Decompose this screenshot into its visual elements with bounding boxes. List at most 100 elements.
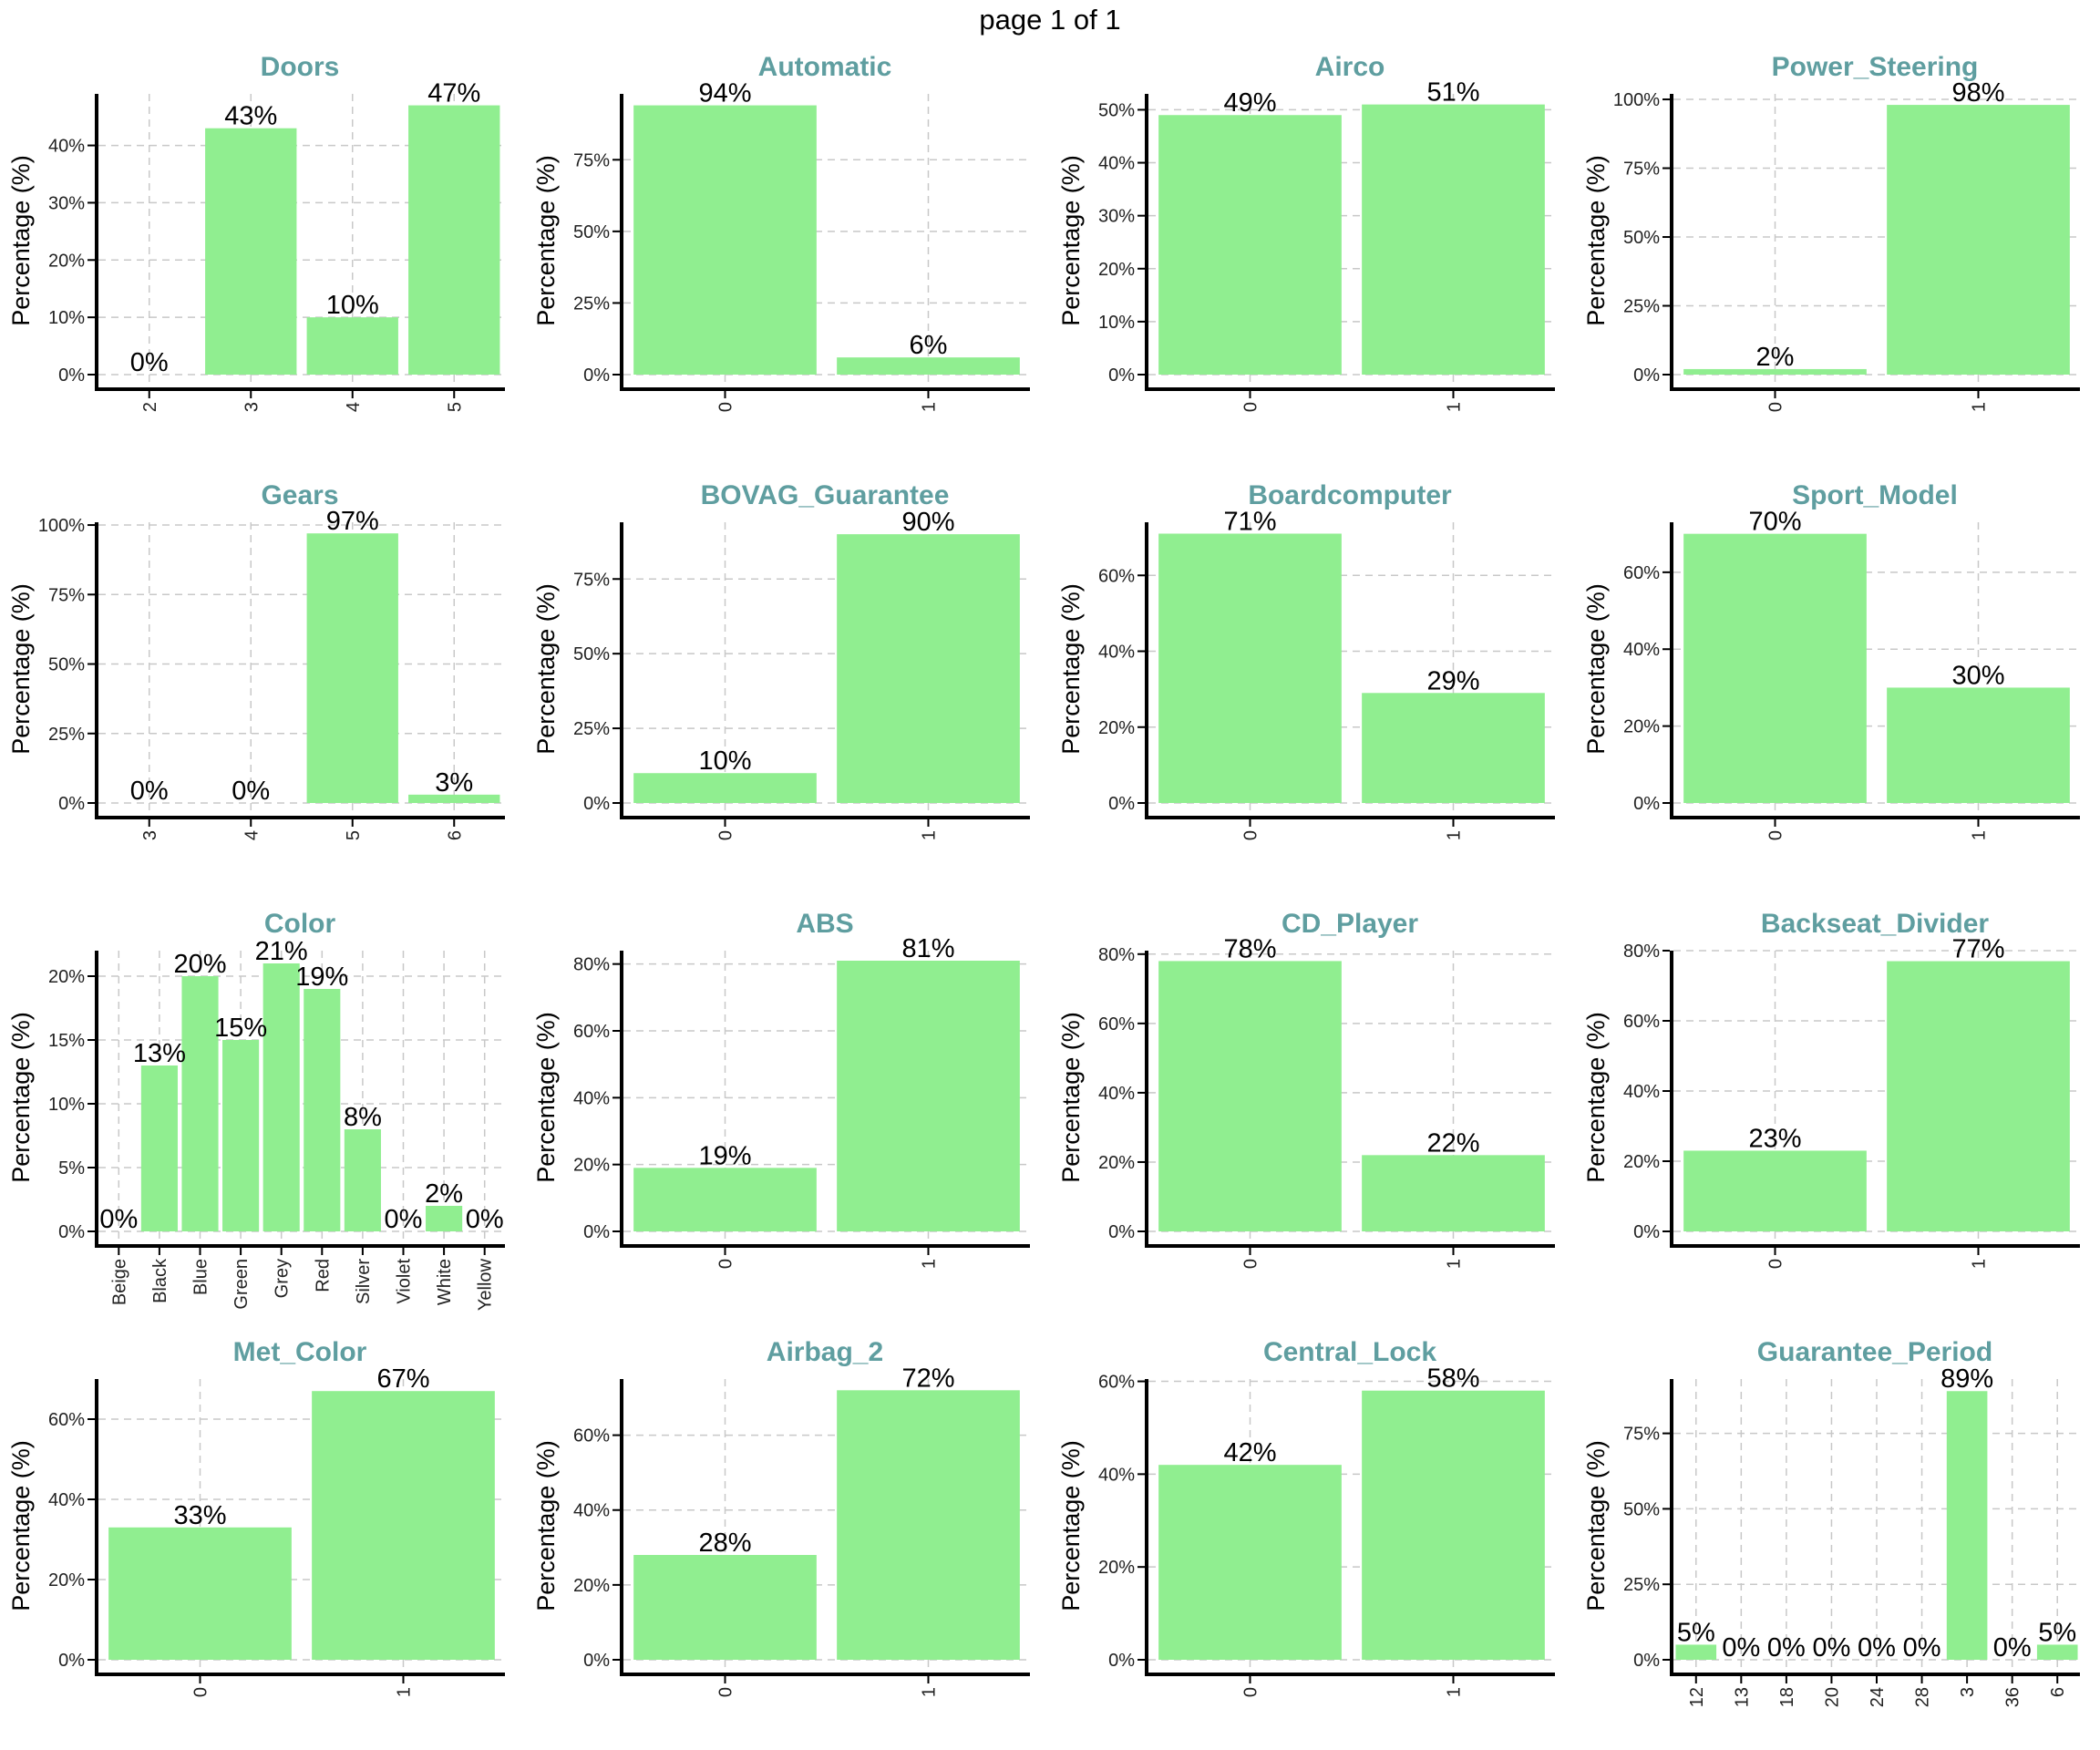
data-label: 0% [1722,1633,1760,1662]
data-label: 0% [1903,1633,1941,1662]
data-label: 3% [435,768,473,798]
x-tick-label: 3 [1958,1687,1978,1697]
y-tick-label: 40% [48,1490,85,1510]
y-axis-title: Percentage (%) [7,1440,35,1611]
y-tick-label: 0% [583,794,610,814]
bar-0 [1158,961,1342,1231]
y-tick-label: 20% [48,967,85,987]
x-tick-label: 0 [191,1687,211,1697]
data-label: 77% [1951,935,2004,964]
chart-title: ABS [796,909,853,939]
y-tick-label: 20% [1098,718,1135,738]
x-tick-label: 1 [920,1259,940,1269]
x-tick-label: 0 [1241,402,1261,412]
data-label: 98% [1951,78,2004,108]
bar-white [426,1206,463,1231]
y-tick-label: 20% [573,1156,610,1176]
y-tick-label: 40% [1098,154,1135,174]
chart-backseat-divider: Backseat_Divider 23% 77% 0% 20% 40% 60% 80% 0 1 Pe… [1582,909,2080,1269]
bar-6 [2036,1644,2078,1660]
y-tick-label: 40% [48,137,85,157]
bar-1 [1362,1390,1545,1660]
x-tick-label: 6 [2048,1687,2068,1697]
data-label: 58% [1426,1364,1479,1394]
data-label: 0% [1858,1633,1896,1662]
data-label: 0% [1767,1633,1806,1662]
y-tick-label: 40% [1623,1082,1660,1102]
bar-12 [1675,1644,1717,1660]
x-tick-label: 1 [920,1687,940,1697]
x-tick-label: 12 [1687,1687,1707,1707]
chart-bovag-guarantee: BOVAG_Guarantee 10% 90% 0% 25% 50% 75% 0 1 Percen… [532,480,1030,840]
bar-1 [837,1390,1020,1660]
y-tick-label: 0% [583,1651,610,1671]
chart-title: Gears [261,480,338,510]
data-label: 13% [133,1039,186,1068]
data-label: 0% [130,348,169,377]
y-tick-label: 20% [1098,260,1135,280]
y-tick-label: 40% [1098,1465,1135,1485]
x-tick-label: 36 [2003,1687,2023,1707]
y-tick-label: 50% [573,644,610,664]
y-tick-label: 75% [573,570,610,590]
y-tick-label: 20% [48,251,85,271]
x-tick-label: 18 [1777,1687,1797,1707]
x-tick-label: 1 [395,1687,415,1697]
x-tick-label: 0 [1766,402,1786,412]
chart-central-lock: Central_Lock 42% 58% 0% 20% 40% 60% 0 1 Percentag… [1057,1337,1555,1697]
x-tick-label: 1 [1445,1687,1465,1697]
y-tick-label: 0% [58,365,85,386]
y-axis-title: Percentage (%) [532,1012,560,1183]
y-tick-label: 0% [1633,1651,1660,1671]
data-label: 2% [425,1179,463,1209]
x-tick-label: 1 [1970,830,1990,840]
y-tick-label: 60% [48,1410,85,1430]
data-label: 21% [255,937,308,966]
x-tick-label: 24 [1868,1687,1888,1707]
chart-title: Automatic [758,52,892,82]
data-label: 28% [698,1529,751,1558]
chart-color: Color0%13%20%15%21%19%8%0%2%0%0%5%10%15%… [7,909,505,1311]
x-tick-label: Green [232,1259,252,1310]
data-label: 89% [1940,1364,1993,1394]
chart-doors: Doors 0% 43% 10% 47% 0% 10% 20% 30% 40% 2 3 4 5 Percen… [7,52,505,412]
bar-1 [1887,105,2070,375]
bar-1 [837,357,1020,375]
data-label: 81% [901,934,954,963]
x-tick-label: 0 [716,830,736,840]
y-axis-title: Percentage (%) [1582,1440,1610,1611]
y-tick-label: 20% [573,1576,610,1596]
x-tick-label: 0 [1766,1259,1786,1269]
x-tick-label: Red [313,1259,333,1292]
bar-1 [1362,693,1545,803]
chart-title: Color [264,909,336,939]
x-tick-label: Blue [191,1259,211,1295]
chart-gears: Gears 0% 0% 97% 3% 0% 25% 50% 75% 100% 3 4 5 6 Percent… [7,480,505,840]
y-axis-title: Percentage (%) [1057,1440,1085,1611]
data-label: 47% [427,79,480,108]
data-label: 0% [385,1205,423,1234]
y-tick-label: 60% [573,1022,610,1042]
y-tick-label: 25% [573,719,610,739]
x-tick-label: 28 [1913,1687,1933,1707]
data-label: 19% [295,962,348,992]
data-label: 10% [326,291,379,320]
y-tick-label: 100% [38,516,85,536]
chart-title: Sport_Model [1792,480,1958,510]
x-tick-label: 2 [140,402,160,412]
x-tick-label: 4 [344,402,364,412]
y-axis-title: Percentage (%) [1582,1012,1610,1183]
x-tick-label: 13 [1732,1687,1752,1707]
y-tick-label: 50% [1623,1499,1660,1519]
bar-grey [262,963,300,1231]
bar-5 [408,105,500,376]
x-tick-label: 1 [1970,1259,1990,1269]
page-title: page 1 of 1 [979,4,1121,36]
y-axis-title: Percentage (%) [532,583,560,755]
bar-5 [306,533,398,803]
y-axis-title: Percentage (%) [7,155,35,326]
x-tick-label: 0 [1241,1259,1261,1269]
